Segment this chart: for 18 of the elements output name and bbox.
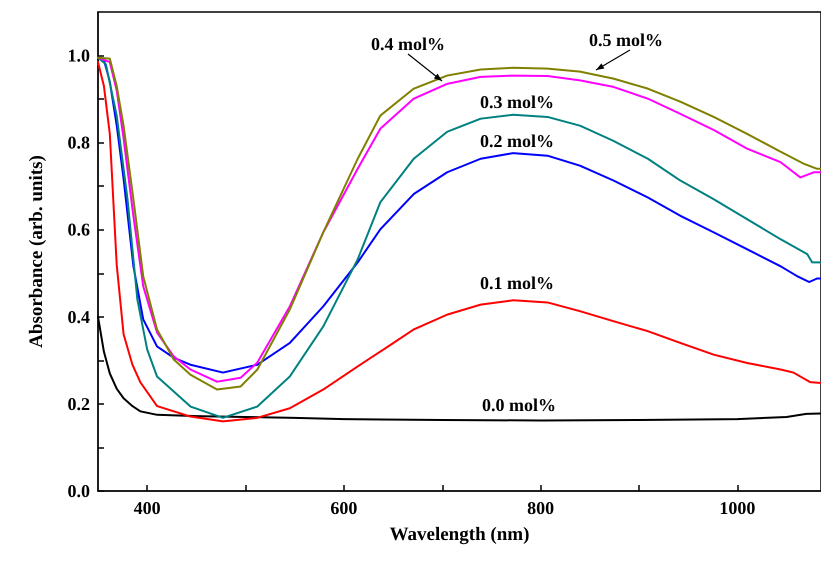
y-axis-title: Absorbance (arb. units) xyxy=(26,155,47,348)
x-axis-title: Wavelength (nm) xyxy=(390,524,530,545)
x-tick-label: 800 xyxy=(527,498,554,518)
x-tick-label: 400 xyxy=(134,498,161,518)
series-label: 0.5 mol% xyxy=(589,30,663,50)
y-tick-label: 1.0 xyxy=(68,46,90,66)
y-tick-label: 0.2 xyxy=(68,394,90,414)
y-tick-label: 0.4 xyxy=(68,306,90,327)
x-tick-label: 1000 xyxy=(719,498,756,518)
series-label: 0.3 mol% xyxy=(480,92,554,112)
y-tick-label: 0.6 xyxy=(68,220,90,240)
x-tick-label: 600 xyxy=(330,498,358,518)
series-label: 0.1 mol% xyxy=(480,273,554,293)
y-tick-label: 0.8 xyxy=(68,132,90,153)
series-label: 0.2 mol% xyxy=(480,131,554,151)
series-label: 0.0 mol% xyxy=(482,395,556,415)
series-label: 0.4 mol% xyxy=(371,34,445,54)
y-tick-label: 0.0 xyxy=(68,481,90,501)
